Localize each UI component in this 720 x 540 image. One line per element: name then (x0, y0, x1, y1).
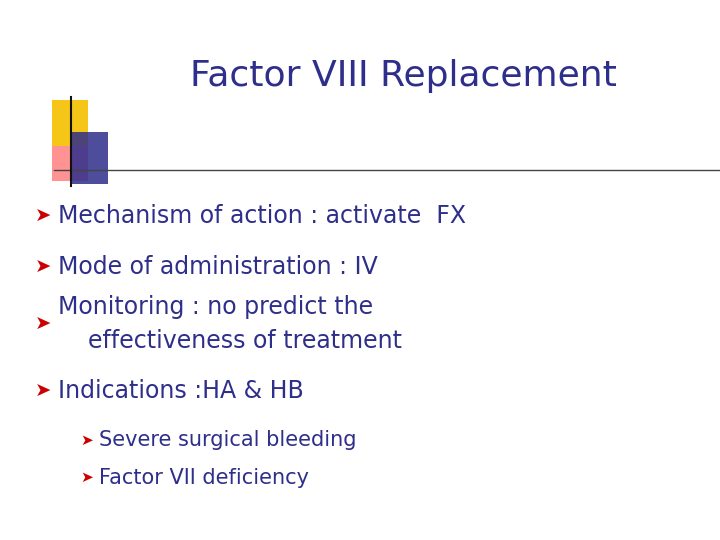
Text: ➤: ➤ (35, 314, 51, 334)
Text: Factor VIII Replacement: Factor VIII Replacement (190, 59, 616, 92)
Text: Severe surgical bleeding: Severe surgical bleeding (99, 430, 357, 450)
Bar (72, 132, 108, 184)
Bar (52, 146, 88, 181)
Text: Monitoring : no predict the
    effectiveness of treatment: Monitoring : no predict the effectivenes… (58, 295, 402, 353)
Text: Mechanism of action : activate  FX: Mechanism of action : activate FX (58, 204, 466, 228)
Text: ➤: ➤ (35, 382, 51, 401)
Text: ➤: ➤ (35, 206, 51, 226)
Text: ➤: ➤ (80, 470, 93, 485)
Text: ➤: ➤ (35, 258, 51, 277)
Bar (52, 100, 88, 146)
Text: ➤: ➤ (80, 433, 93, 448)
Text: Mode of administration : IV: Mode of administration : IV (58, 255, 377, 279)
Text: Factor VII deficiency: Factor VII deficiency (99, 468, 310, 488)
Text: Indications :HA & HB: Indications :HA & HB (58, 380, 303, 403)
